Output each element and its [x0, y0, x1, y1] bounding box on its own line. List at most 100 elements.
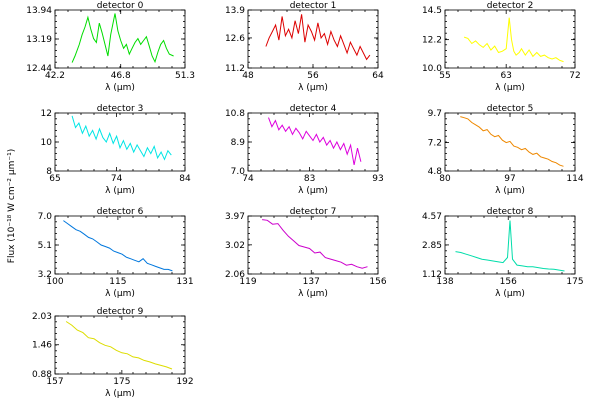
panel-detector-7: detector 7 119 137 156 2.06 3.02 3.97 λ (μm) — [225, 207, 387, 299]
x-tick-label: 55 — [439, 71, 450, 81]
x-tick-label: 175 — [566, 277, 583, 287]
x-axis-label: λ (μm) — [298, 83, 328, 93]
panel-title: detector 6 — [97, 207, 144, 217]
x-tick-label: 51.3 — [175, 71, 195, 81]
y-tick-label: 1.46 — [32, 341, 52, 351]
x-tick-label: 157 — [46, 377, 63, 387]
x-tick-label: 93 — [372, 174, 383, 184]
y-tick-label: 3.02 — [225, 241, 245, 251]
y-tick-label: 13.94 — [26, 6, 52, 16]
x-tick-label: 114 — [566, 174, 583, 184]
y-tick-label: 7.0 — [38, 212, 53, 222]
series-line-detector-6 — [63, 220, 173, 272]
y-tick-label: 3.2 — [38, 270, 52, 280]
x-tick-label: 131 — [176, 277, 193, 287]
panel-detector-5: detector 5 80 97 114 4.8 7.2 9.7 λ (μm) — [428, 104, 584, 196]
x-axis-label: λ (μm) — [105, 83, 135, 93]
x-tick-label: 83 — [304, 174, 315, 184]
series-line-detector-4 — [268, 117, 362, 165]
y-tick-label: 3.97 — [225, 212, 245, 222]
x-axis-label: λ (μm) — [495, 83, 525, 93]
x-tick-label: 119 — [239, 277, 256, 287]
x-axis-label: λ (μm) — [105, 389, 135, 399]
y-tick-label: 12.2 — [422, 36, 442, 46]
series-line-detector-0 — [71, 13, 174, 64]
panel-title: detector 7 — [290, 207, 337, 217]
x-tick-label: 74 — [242, 174, 254, 184]
y-tick-label: 10.8 — [225, 109, 245, 119]
x-tick-label: 138 — [436, 277, 453, 287]
x-axis-label: λ (μm) — [495, 186, 525, 196]
panel-detector-4: detector 4 74 83 93 7.0 8.9 10.8 λ (μm) — [225, 104, 384, 196]
y-tick-label: 8.9 — [231, 138, 246, 148]
x-tick-label: 80 — [439, 174, 451, 184]
x-tick-label: 63 — [500, 71, 511, 81]
figure-y-axis-label: Flux (10⁻¹⁸ W cm⁻² μm⁻¹) — [7, 149, 17, 263]
panel-title: detector 4 — [290, 104, 337, 114]
series-line-detector-7 — [262, 219, 368, 269]
series-line-detector-9 — [65, 321, 173, 370]
y-tick-label: 10 — [41, 138, 53, 148]
y-tick-label: 14.5 — [422, 6, 442, 16]
x-axis-label: λ (μm) — [105, 289, 135, 299]
y-tick-label: 1.12 — [422, 270, 442, 280]
panel-frame — [247, 9, 379, 69]
x-tick-label: 156 — [369, 277, 386, 287]
y-tick-label: 12.44 — [26, 64, 52, 74]
panel-title: detector 5 — [487, 104, 534, 114]
x-tick-label: 46.8 — [111, 71, 131, 81]
y-tick-label: 12 — [41, 109, 52, 119]
x-tick-label: 100 — [46, 277, 63, 287]
panel-detector-9: detector 9 157 175 192 0.88 1.46 2.03 λ (μm) — [32, 307, 194, 399]
panel-detector-8: detector 8 138 156 175 1.12 2.85 4.57 λ (μm) — [422, 207, 584, 299]
series-line-detector-1 — [265, 14, 371, 61]
panel-title: detector 2 — [487, 1, 534, 11]
x-tick-label: 97 — [504, 174, 515, 184]
series-line-detector-8 — [455, 220, 565, 272]
x-axis-label: λ (μm) — [298, 186, 328, 196]
series-line-detector-3 — [71, 115, 172, 161]
y-tick-label: 2.03 — [32, 312, 52, 322]
x-tick-label: 48 — [242, 71, 254, 81]
y-tick-label: 9.7 — [428, 109, 442, 119]
panel-frame — [444, 9, 576, 69]
y-tick-label: 5.1 — [38, 241, 52, 251]
y-tick-label: 2.06 — [225, 270, 245, 280]
x-tick-label: 74 — [111, 174, 123, 184]
panel-frame — [247, 112, 379, 172]
x-tick-label: 65 — [49, 174, 60, 184]
y-tick-label: 4.57 — [422, 212, 442, 222]
y-tick-label: 2.85 — [422, 241, 442, 251]
x-axis-label: λ (μm) — [495, 289, 525, 299]
panel-title: detector 8 — [487, 207, 534, 217]
x-tick-label: 175 — [113, 377, 130, 387]
panel-title: detector 9 — [97, 307, 144, 317]
series-line-detector-5 — [460, 116, 564, 167]
panel-detector-3: detector 3 65 74 84 8 10 12 λ (μm) — [41, 104, 191, 196]
panel-title: detector 1 — [290, 1, 337, 11]
x-tick-label: 156 — [500, 277, 517, 287]
y-tick-label: 13.19 — [26, 35, 52, 45]
panel-detector-0: detector 0 42.2 46.8 51.3 12.44 13.19 13.94 λ (… — [26, 1, 195, 93]
panel-frame — [247, 215, 379, 275]
y-tick-label: 8 — [46, 167, 52, 177]
series-line-detector-2 — [463, 17, 564, 63]
y-tick-label: 12.6 — [225, 34, 245, 44]
x-tick-label: 137 — [303, 277, 320, 287]
x-tick-label: 64 — [372, 71, 384, 81]
x-tick-label: 115 — [109, 277, 126, 287]
x-tick-label: 84 — [179, 174, 191, 184]
y-tick-label: 0.88 — [32, 370, 52, 380]
panel-frame — [54, 215, 186, 275]
panel-detector-1: detector 1 48 56 64 11.2 12.6 13.9 λ (μm) — [225, 1, 384, 93]
y-tick-label: 10.0 — [422, 64, 442, 74]
panel-title: detector 3 — [97, 104, 144, 114]
panel-detector-6: detector 6 100 115 131 3.2 5.1 7.0 λ (μm) — [38, 207, 194, 299]
y-tick-label: 7.0 — [231, 167, 246, 177]
x-tick-label: 42.2 — [45, 71, 65, 81]
x-axis-label: λ (μm) — [298, 289, 328, 299]
x-tick-label: 72 — [569, 71, 580, 81]
x-axis-label: λ (μm) — [105, 186, 135, 196]
